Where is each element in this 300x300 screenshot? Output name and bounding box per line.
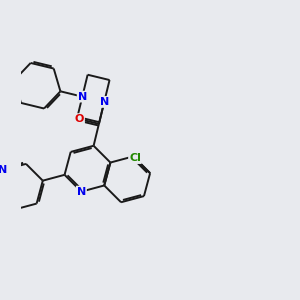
Text: N: N: [78, 92, 87, 102]
Text: N: N: [77, 187, 86, 196]
Text: N: N: [100, 97, 109, 107]
Text: N: N: [0, 165, 8, 175]
Text: O: O: [75, 114, 84, 124]
Text: Cl: Cl: [129, 153, 141, 163]
